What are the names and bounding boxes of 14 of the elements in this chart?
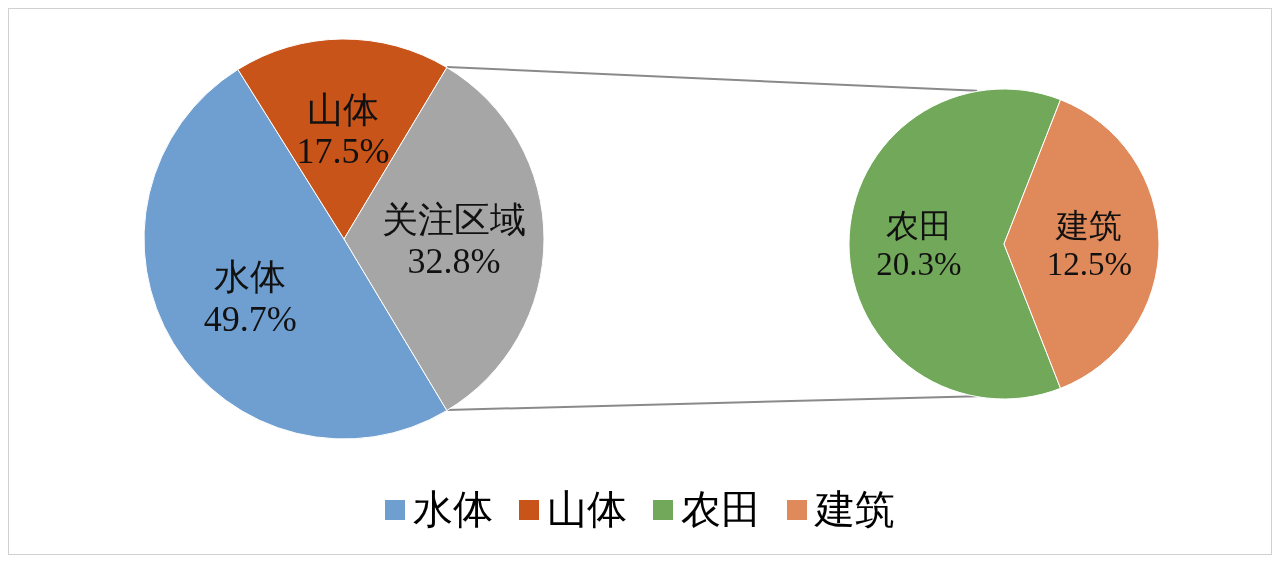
legend-label: 山体: [547, 486, 627, 534]
slice-label: 农田: [885, 208, 952, 245]
slice-label: 建筑: [1055, 208, 1123, 245]
legend-label: 水体: [413, 486, 493, 534]
legend-label: 农田: [681, 486, 761, 534]
data-label: 17.5%: [296, 131, 390, 172]
data-label: 32.8%: [407, 241, 501, 282]
slice-label: 关注区域: [382, 199, 526, 240]
legend-label: 建筑: [815, 486, 895, 534]
slice-label: 水体: [214, 257, 287, 298]
data-label: 20.3%: [876, 246, 962, 283]
data-label: 49.7%: [203, 298, 297, 339]
data-label: 12.5%: [1046, 246, 1132, 283]
slice-label: 山体: [306, 89, 379, 130]
